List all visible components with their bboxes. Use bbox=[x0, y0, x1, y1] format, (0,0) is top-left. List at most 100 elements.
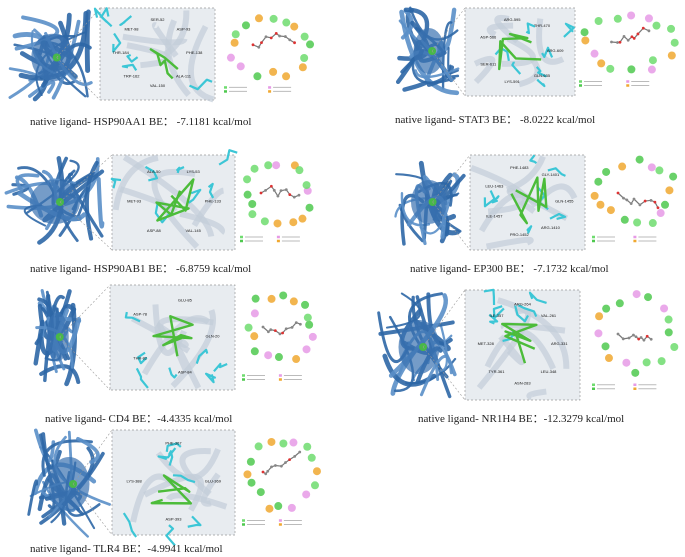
ligand-atom bbox=[276, 194, 280, 198]
ligand-atom bbox=[632, 197, 636, 201]
interaction-residue bbox=[648, 56, 657, 65]
bg-ribbon bbox=[473, 56, 496, 85]
ligand-stick bbox=[501, 322, 538, 364]
interaction-residue bbox=[251, 294, 260, 303]
bg-ribbon bbox=[496, 297, 570, 369]
ligand-atom bbox=[649, 198, 653, 202]
residue-stick bbox=[172, 474, 196, 484]
legend-swatch bbox=[242, 519, 245, 522]
residue-label: LYS-591 bbox=[505, 79, 521, 84]
ligand-atom bbox=[278, 34, 281, 38]
interaction-residue bbox=[580, 28, 589, 37]
legend-swatch bbox=[278, 378, 282, 381]
interaction-residue bbox=[656, 209, 665, 218]
interaction-residue bbox=[246, 457, 255, 466]
residue-stick bbox=[494, 47, 510, 62]
caption: native ligand- TLR4 BE：-4.9941 kcal/mol bbox=[30, 543, 223, 555]
ligand-atom bbox=[261, 470, 265, 474]
interaction-residue bbox=[657, 357, 666, 366]
interaction-residue bbox=[250, 347, 259, 356]
interaction-residue bbox=[596, 200, 605, 209]
ligand-atom bbox=[272, 188, 276, 192]
ligand-atom bbox=[283, 35, 287, 38]
legend-swatch bbox=[592, 387, 595, 390]
ligand-atom bbox=[639, 336, 643, 339]
legend-swatch bbox=[633, 383, 637, 386]
ligand-skeleton bbox=[262, 451, 301, 475]
ligand-atom bbox=[622, 196, 625, 200]
interaction-residue bbox=[292, 355, 301, 364]
legend-swatch bbox=[268, 90, 272, 93]
interaction-residue bbox=[594, 329, 603, 338]
protein-core bbox=[48, 457, 90, 511]
protein-ribbon bbox=[447, 46, 452, 72]
interaction-residue bbox=[253, 72, 262, 81]
residue-stick bbox=[483, 190, 496, 208]
connector bbox=[422, 346, 466, 401]
protein-core bbox=[30, 180, 80, 224]
residue-stick bbox=[112, 32, 122, 53]
ligand-atom bbox=[621, 337, 625, 341]
residue-stick bbox=[110, 177, 122, 189]
ligand-atom bbox=[279, 464, 283, 468]
interaction-residue bbox=[633, 218, 642, 227]
interaction-residue bbox=[243, 190, 252, 199]
residue-stick bbox=[188, 188, 202, 204]
connector bbox=[72, 429, 113, 485]
residue-label: LYS-388 bbox=[126, 479, 142, 484]
ligand-atom bbox=[284, 327, 288, 331]
interaction-residue bbox=[236, 62, 245, 71]
interaction-residue bbox=[308, 332, 317, 341]
bg-ribbon bbox=[498, 334, 525, 366]
ligand-atom bbox=[641, 26, 645, 30]
ligand-atom bbox=[273, 329, 277, 333]
ligand-atom bbox=[625, 198, 629, 202]
caption: native ligand- NR1H4 BE：-12.3279 kcal/mo… bbox=[418, 413, 624, 425]
interaction-residue bbox=[282, 18, 291, 27]
panel: GLU-369 ASP-393 LYS-388 PHE-367 native ligan… bbox=[27, 428, 321, 555]
interaction-residue bbox=[594, 177, 603, 186]
residue-label: THR-470 bbox=[534, 23, 551, 28]
panel: PHE-138 ALA-111 VAL-150 TRP-162 THR-184 MET-9… bbox=[8, 7, 315, 128]
ligand-skeleton bbox=[617, 333, 652, 342]
residue-label: PHE-367 bbox=[165, 441, 182, 446]
legend-swatch bbox=[276, 239, 280, 243]
interaction-residue bbox=[289, 297, 298, 306]
interaction-residue bbox=[627, 11, 636, 20]
ligand-atom bbox=[269, 36, 273, 40]
residue-stick bbox=[549, 212, 567, 221]
interaction-residue bbox=[670, 343, 679, 352]
residue-stick bbox=[119, 15, 133, 26]
protein-ribbon bbox=[15, 173, 40, 193]
interaction-residue bbox=[279, 439, 288, 448]
interaction-residue bbox=[632, 290, 641, 299]
legend-swatch bbox=[592, 239, 595, 243]
panel: PHE-133 VAL-145 ASP-88 MET-93 ALA-50 LYS-53 na… bbox=[4, 149, 314, 275]
residue-label: SER-611 bbox=[480, 62, 497, 67]
residue-stick bbox=[528, 291, 547, 304]
residue-stick bbox=[541, 46, 554, 59]
legend-swatch bbox=[276, 235, 280, 239]
residue-stick bbox=[535, 66, 547, 78]
interaction-residue bbox=[631, 368, 640, 377]
legend-swatch bbox=[240, 239, 243, 243]
interaction-residue bbox=[590, 191, 599, 200]
residue-label: ASN-283 bbox=[514, 381, 531, 386]
interaction-residue bbox=[254, 14, 263, 23]
bg-ribbon bbox=[486, 22, 514, 38]
residue-label: MET-98 bbox=[124, 27, 139, 32]
ligand-stick bbox=[152, 315, 194, 357]
interaction-residue bbox=[635, 155, 644, 164]
interaction-residue bbox=[226, 53, 235, 62]
interaction-residue bbox=[604, 354, 613, 363]
residue-label: ARG-609 bbox=[547, 48, 564, 53]
ligand-atom bbox=[649, 337, 653, 341]
legend-swatch bbox=[633, 387, 637, 390]
interaction-residue bbox=[269, 14, 278, 23]
residue-stick bbox=[176, 166, 185, 174]
caption: native ligand- EP300 BE： -7.1732 kcal/mo… bbox=[410, 263, 609, 275]
residue-label: ILE-1457 bbox=[486, 213, 503, 218]
bg-ribbon bbox=[165, 492, 228, 510]
bg-ribbon bbox=[518, 56, 541, 88]
protein-ribbon bbox=[419, 354, 453, 397]
